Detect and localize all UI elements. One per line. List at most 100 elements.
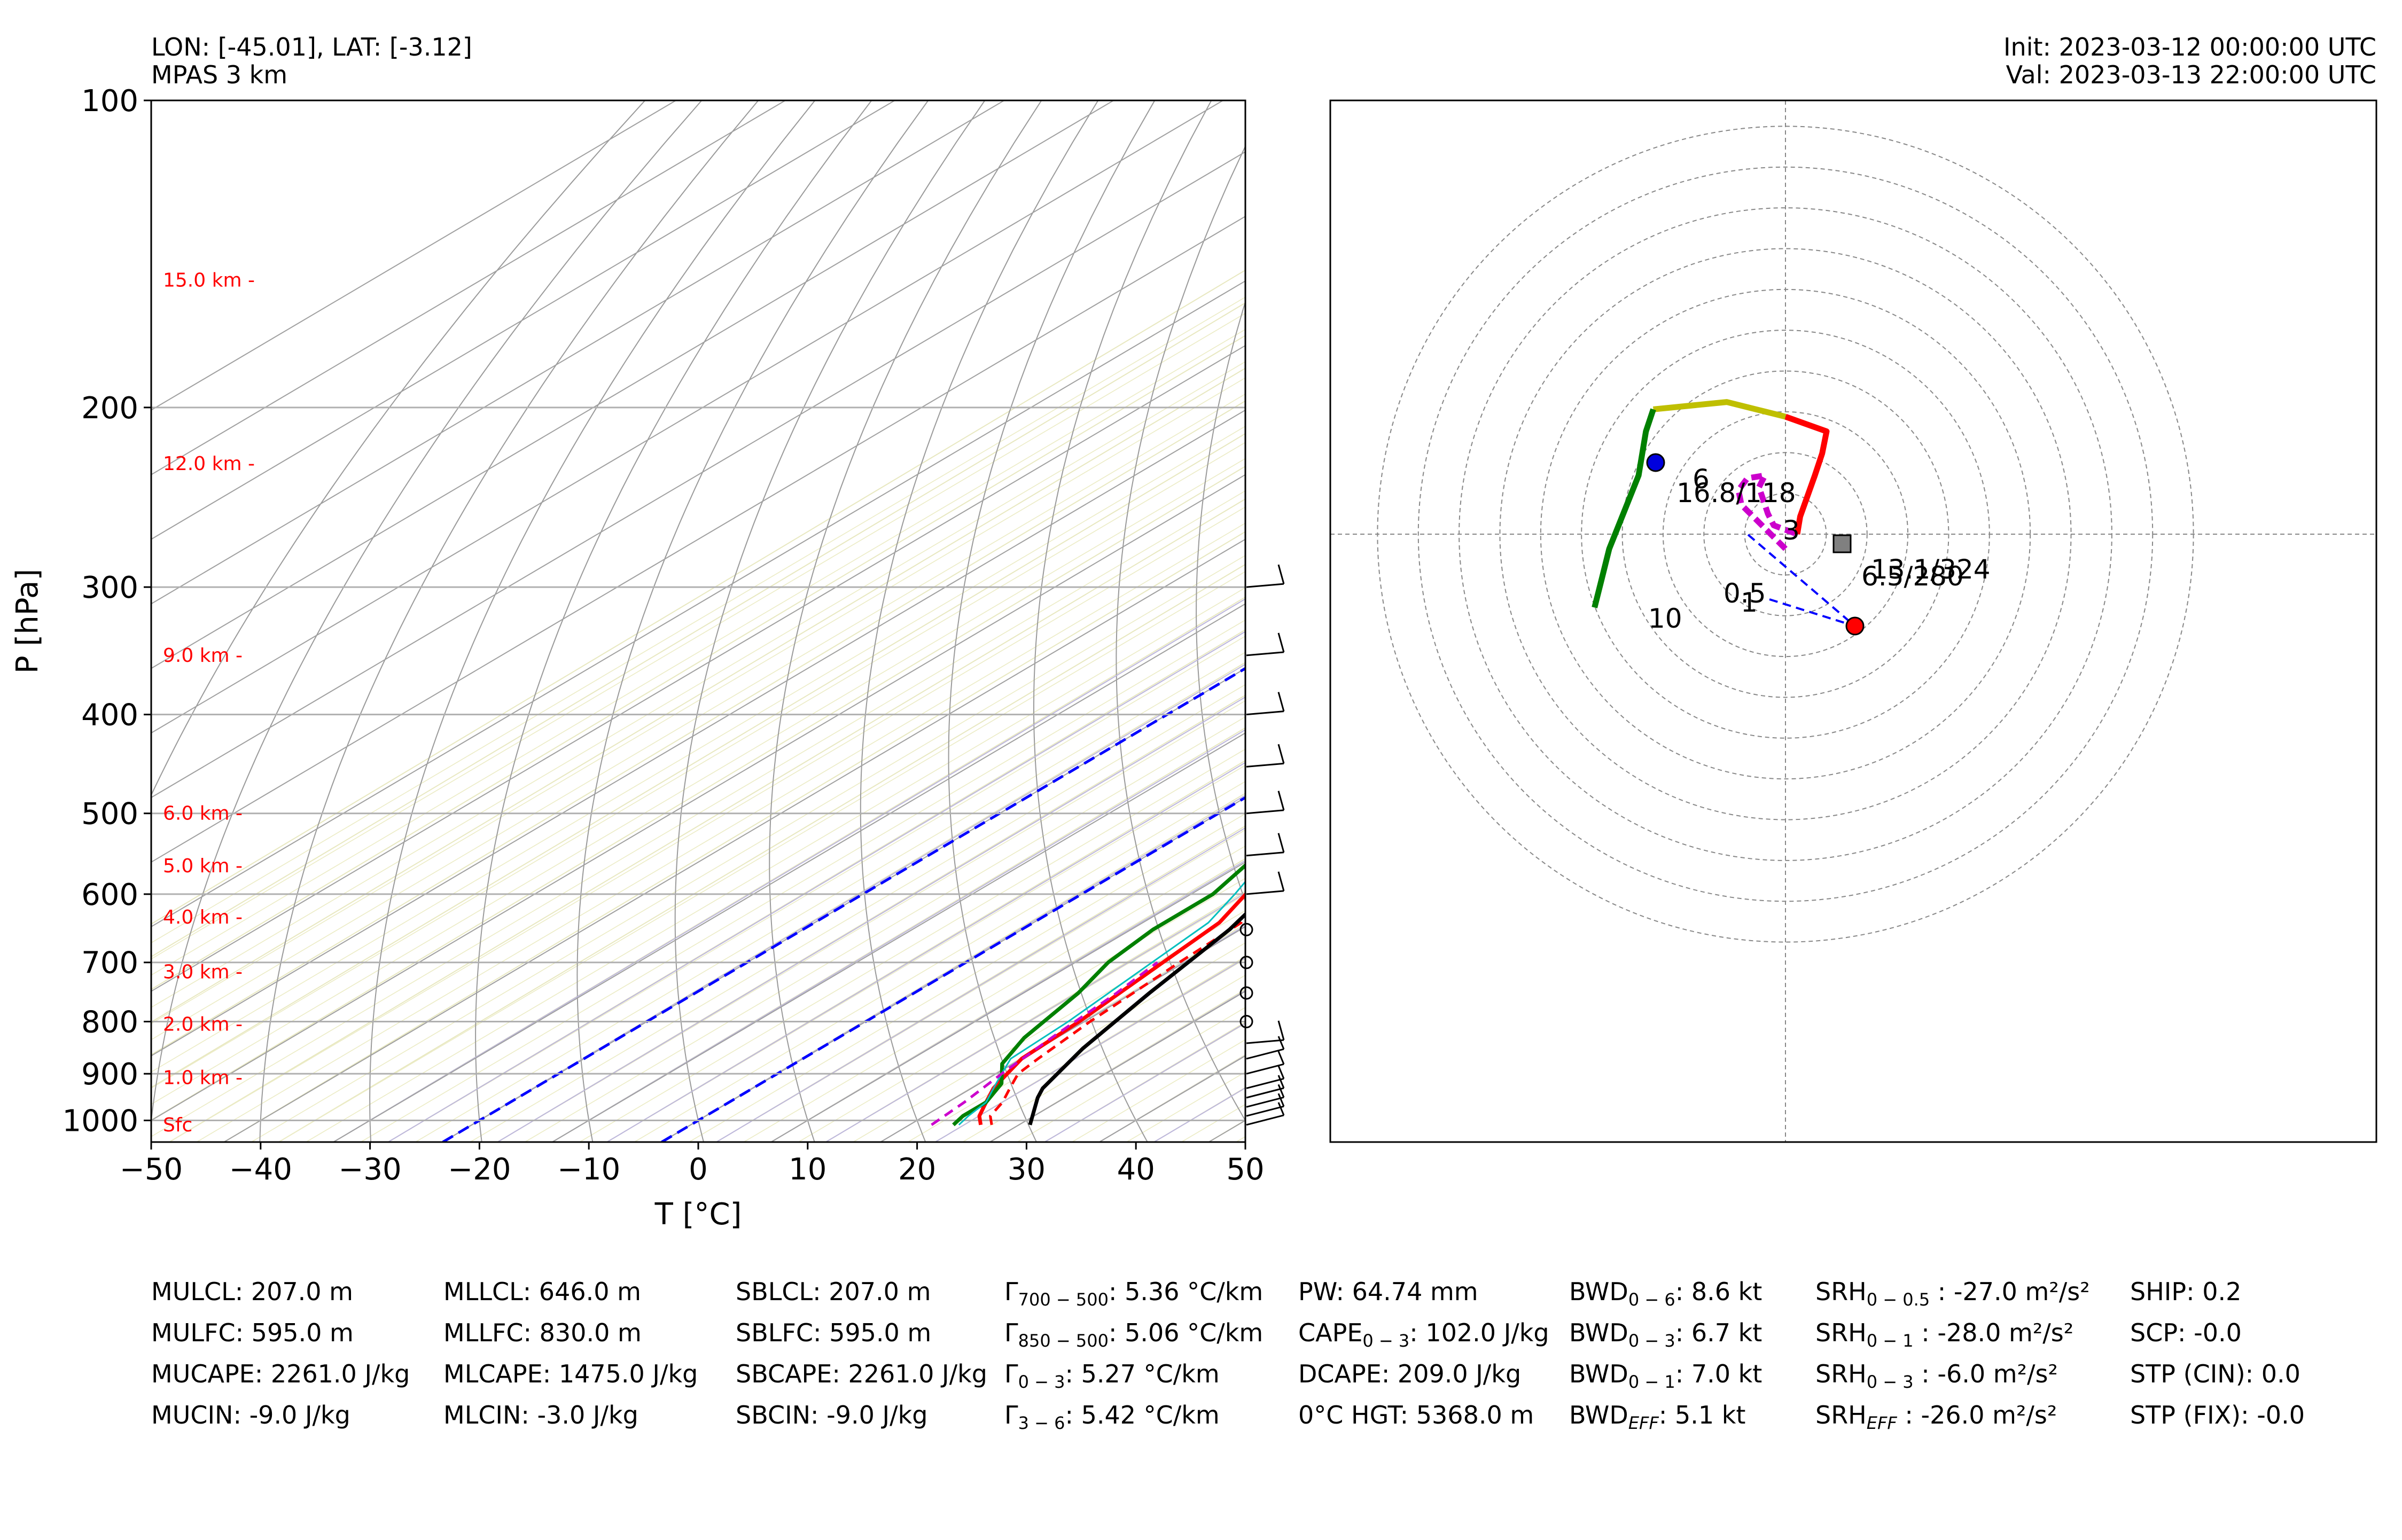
stat-value: MUCIN: -9.0 J/kg bbox=[151, 1401, 350, 1429]
wind-barb-flag bbox=[1277, 871, 1285, 892]
moist-grid-line bbox=[1920, 100, 2402, 1142]
mixing-ratio-line bbox=[934, 956, 1245, 1142]
wind-barb bbox=[1246, 1087, 1284, 1099]
dry-adiabat bbox=[369, 100, 816, 1142]
wind-barb bbox=[1246, 651, 1284, 656]
isotherm bbox=[151, 409, 1245, 1057]
moist-grid-line bbox=[497, 700, 1245, 1142]
y-axis-label: P [hPa] bbox=[10, 569, 45, 674]
isotherm bbox=[1099, 1055, 1245, 1142]
moist-grid-line bbox=[1017, 1007, 1245, 1142]
moist-grid-line bbox=[1975, 100, 2402, 1142]
mixing-ratio-line bbox=[1044, 1021, 1245, 1142]
y-tick-label: 100 bbox=[81, 84, 138, 119]
moist-grid-line bbox=[579, 748, 1245, 1142]
wind-barb-flag bbox=[1277, 632, 1285, 653]
dry-adiabat bbox=[576, 100, 929, 1142]
dry-adiabat bbox=[1945, 100, 2402, 1142]
mixing-ratio-line bbox=[151, 368, 1245, 1023]
x-axis-label: T [°C] bbox=[654, 1197, 742, 1232]
height-label: 3.0 km - bbox=[163, 961, 243, 983]
parcel_path-line bbox=[1028, 912, 1245, 1125]
moist-grid-line bbox=[2029, 100, 2402, 1142]
wind-barb-flag bbox=[1277, 564, 1285, 584]
mixing-ratio-line bbox=[661, 792, 1245, 1142]
wind-barb-flag bbox=[1277, 1036, 1285, 1050]
hodograph-frame bbox=[1329, 99, 2377, 1143]
moist-grid-line bbox=[1482, 100, 2402, 1142]
stat-value: SRH0 − 3 : -6.0 m²/s² bbox=[1815, 1359, 2058, 1393]
stats-col-sb: SBLCL: 207.0 m SBLFC: 595.0 m SBCAPE: 2261… bbox=[736, 1271, 987, 1436]
stat-value: SCP: -0.0 bbox=[2130, 1318, 2242, 1347]
moist-grid-line bbox=[1291, 100, 2402, 1142]
x-tick-label: −40 bbox=[229, 1152, 292, 1187]
moist-grid-line bbox=[907, 942, 1245, 1142]
moist-grid-line bbox=[1592, 100, 2402, 1142]
y-tick-label: 700 bbox=[81, 946, 138, 981]
storm-motion-line bbox=[1769, 598, 1855, 627]
skewt-background-lines bbox=[151, 100, 2402, 1142]
stat-value: Γ3 − 6: 5.42 °C/km bbox=[1004, 1401, 1220, 1434]
moist-grid-line bbox=[151, 280, 1245, 927]
mixing-ratio-line bbox=[223, 531, 1245, 1142]
wind-barb-flag bbox=[1277, 1065, 1285, 1079]
skewt-height-labels: Sfc 1.0 km - 2.0 km - 3.0 km - 4.0 km - 5.0 k… bbox=[163, 269, 255, 1136]
isotherm bbox=[151, 100, 786, 475]
wind-barb-flag bbox=[1277, 744, 1285, 764]
right-mover-label: 6.5/280 bbox=[1861, 561, 1964, 592]
dry-adiabat bbox=[860, 100, 1099, 1142]
moist-grid-line bbox=[306, 587, 1245, 1142]
moist-grid-line bbox=[606, 764, 1245, 1142]
x-tick-label: −50 bbox=[120, 1152, 183, 1187]
stat-value: Γ700 − 500: 5.36 °C/km bbox=[1004, 1277, 1264, 1310]
stat-value: MLLCL: 646.0 m bbox=[443, 1277, 641, 1306]
moist-grid-line bbox=[1619, 100, 2402, 1142]
moist-grid-line bbox=[1865, 100, 2402, 1142]
moist-grid-line bbox=[151, 329, 1245, 976]
x-tick-label: 50 bbox=[1226, 1152, 1264, 1187]
moist-grid-line bbox=[151, 426, 1245, 1073]
dry-adiabat bbox=[2118, 100, 2402, 1142]
mixing-ratio-line bbox=[151, 269, 1245, 925]
hodo-height-label: 1 bbox=[1741, 587, 1758, 618]
stat-value: MLCIN: -3.0 J/kg bbox=[443, 1401, 638, 1429]
moist-grid-line bbox=[1099, 1055, 1245, 1142]
calm-wind-circle bbox=[1239, 986, 1253, 1000]
height-label: 12.0 km - bbox=[163, 453, 255, 475]
stats-col-ml: MLLCL: 646.0 m MLLFC: 830.0 m MLCAPE: 1475… bbox=[443, 1271, 698, 1436]
isotherm bbox=[442, 668, 1245, 1142]
wind-barb bbox=[1246, 1063, 1284, 1075]
height-label: 9.0 km - bbox=[163, 645, 243, 667]
moist-grid-line bbox=[1400, 100, 2402, 1142]
moist-grid-line bbox=[1236, 1136, 1245, 1142]
hodo-segment bbox=[1653, 399, 1787, 420]
y-tick-label: 600 bbox=[81, 878, 138, 912]
wind-barb-flag bbox=[1277, 833, 1285, 853]
hodo-height-label: 3 bbox=[1783, 515, 1800, 546]
moist-adiabat bbox=[497, 696, 1245, 1142]
height-label: 15.0 km - bbox=[163, 269, 255, 291]
moist-grid-line bbox=[388, 635, 1245, 1142]
location-label: LON: [-45.01], LAT: [-3.12] bbox=[151, 33, 472, 61]
moist-grid-line bbox=[1428, 100, 2402, 1142]
mixing-ratio-line bbox=[1264, 100, 2402, 1142]
wind-barbs bbox=[1239, 564, 1285, 1126]
moist-grid-line bbox=[880, 926, 1245, 1142]
hodo-segment bbox=[1592, 408, 1656, 608]
dry-adiabat bbox=[1563, 100, 1924, 1142]
dry-adiabat bbox=[674, 100, 986, 1142]
mixing-ratio-line bbox=[1920, 100, 2402, 1142]
moist-grid-line bbox=[1373, 100, 2402, 1142]
stat-value: DCAPE: 209.0 J/kg bbox=[1298, 1359, 1522, 1388]
moist-grid-line bbox=[1153, 1088, 1245, 1142]
mixing-ratio-line bbox=[1701, 100, 2402, 1142]
temperature-line bbox=[977, 892, 1245, 1125]
moist-adiabat bbox=[825, 892, 1245, 1142]
stats-col-moisture: PW: 64.74 mm CAPE0 − 3: 102.0 J/kg DCAPE: … bbox=[1298, 1271, 1549, 1436]
moist-grid-line bbox=[2057, 100, 2402, 1142]
moist-grid-line bbox=[853, 910, 1245, 1142]
moist-grid-line bbox=[798, 878, 1245, 1142]
dry-adiabat bbox=[769, 100, 1042, 1142]
stat-value: Γ0 − 3: 5.27 °C/km bbox=[1004, 1359, 1220, 1393]
wind-barb bbox=[1246, 762, 1284, 768]
